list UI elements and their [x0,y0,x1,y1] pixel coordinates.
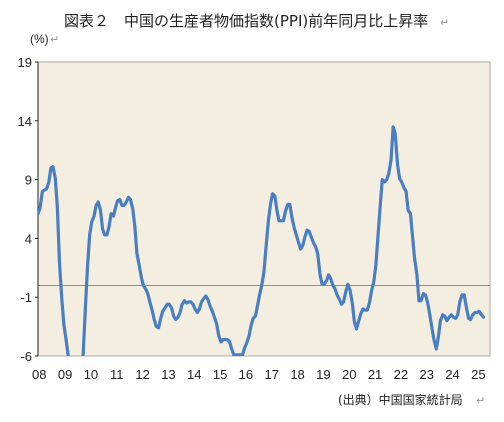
x-tick-label: 21 [368,367,382,382]
x-tick-label: 10 [84,367,98,382]
x-tick-label: 13 [161,367,175,382]
source-note: (出典）中国国家統計局 [338,392,463,407]
ppi-series-line [38,125,486,356]
y-tick-label: 4 [25,231,32,246]
paragraph-mark: ↵ [476,394,485,407]
x-tick-label: 17 [265,367,279,382]
y-tick-label: -1 [20,290,32,305]
x-tick-label: 08 [32,367,46,382]
y-tick-label: -6 [20,349,32,364]
x-tick-label: 18 [290,367,304,382]
y-tick-label: 19 [18,55,32,70]
x-tick-label: 19 [316,367,330,382]
x-tick-label: 12 [135,367,149,382]
x-tick-label: 25 [471,367,485,382]
x-tick-label: 16 [239,367,253,382]
paragraph-mark: ↵ [440,16,449,29]
x-tick-label: 14 [187,367,201,382]
plot-area [37,61,491,357]
x-tick-label: 11 [110,367,124,382]
x-tick-label: 23 [419,367,433,382]
series-layer [38,125,486,356]
chart-title: 図表２ 中国の生産者物価指数(PPI)前年同月比上昇率 [64,12,428,30]
y-tick-label: 14 [18,114,32,129]
x-tick-label: 24 [445,367,459,382]
y-tick-label: 9 [25,173,32,188]
x-axis-ticks: 08 09 10 11 12 13 14 15 16 17 18 19 20 21 22 23 24 25 [32,367,486,382]
paragraph-mark: ↵ [50,33,59,46]
x-tick-label: 09 [58,367,72,382]
x-tick-label: 20 [342,367,356,382]
x-tick-label: 22 [394,367,408,382]
y-axis-unit: (%) [30,32,49,46]
y-axis-ticks: 19 14 9 4 -1 -6 [18,55,38,364]
x-tick-label: 15 [213,367,227,382]
